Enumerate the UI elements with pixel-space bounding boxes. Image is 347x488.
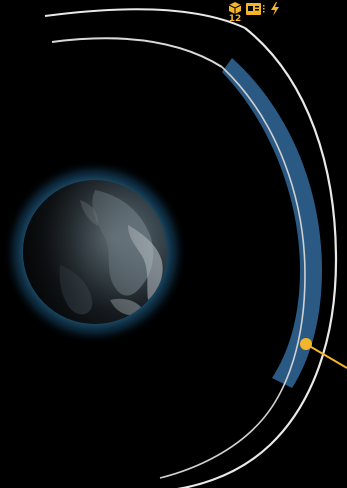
cargo-counter[interactable]: 12 <box>228 2 242 24</box>
hud-status-bar: 12 <box>228 2 280 24</box>
ship-position-marker[interactable] <box>300 338 312 350</box>
orbit-band <box>222 58 322 388</box>
card-indicator[interactable] <box>246 2 266 16</box>
cargo-count: 12 <box>228 14 242 24</box>
lightning-bolt-icon <box>271 2 279 16</box>
orbit-line-outer-top <box>44 8 246 29</box>
cargo-box-icon <box>228 2 242 14</box>
orbit-line-inner-top <box>51 37 223 68</box>
orbit-line-inner <box>159 66 306 479</box>
energy-indicator[interactable] <box>270 2 280 16</box>
marker-leader-line <box>305 343 347 369</box>
id-card-icon <box>246 3 265 15</box>
orbit-line-outer <box>176 27 338 488</box>
earth-planet <box>23 180 167 324</box>
